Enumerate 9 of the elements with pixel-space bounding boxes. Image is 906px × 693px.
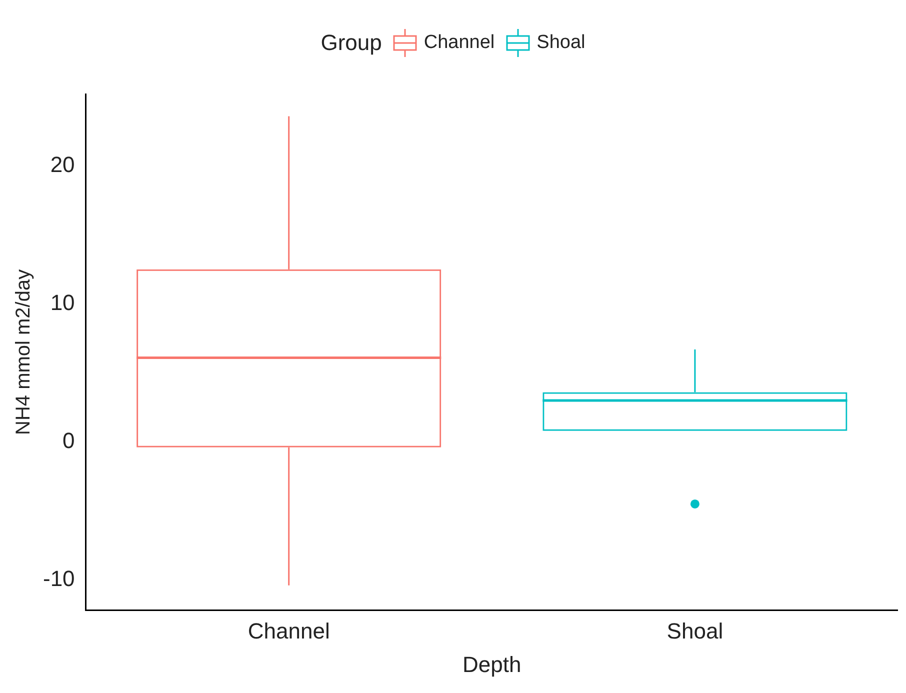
y-tick-label: -10 bbox=[43, 566, 75, 591]
legend-title: Group bbox=[320, 30, 382, 56]
y-tick-label: 10 bbox=[50, 290, 75, 315]
y-tick-label: 0 bbox=[62, 428, 75, 453]
legend-label: Channel bbox=[424, 32, 495, 54]
y-axis-title: NH4 mmol m2/day bbox=[12, 269, 35, 436]
y-tick-label: 20 bbox=[50, 152, 75, 178]
legend-label: Shoal bbox=[536, 32, 586, 54]
x-axis-title: Depth bbox=[462, 652, 522, 677]
